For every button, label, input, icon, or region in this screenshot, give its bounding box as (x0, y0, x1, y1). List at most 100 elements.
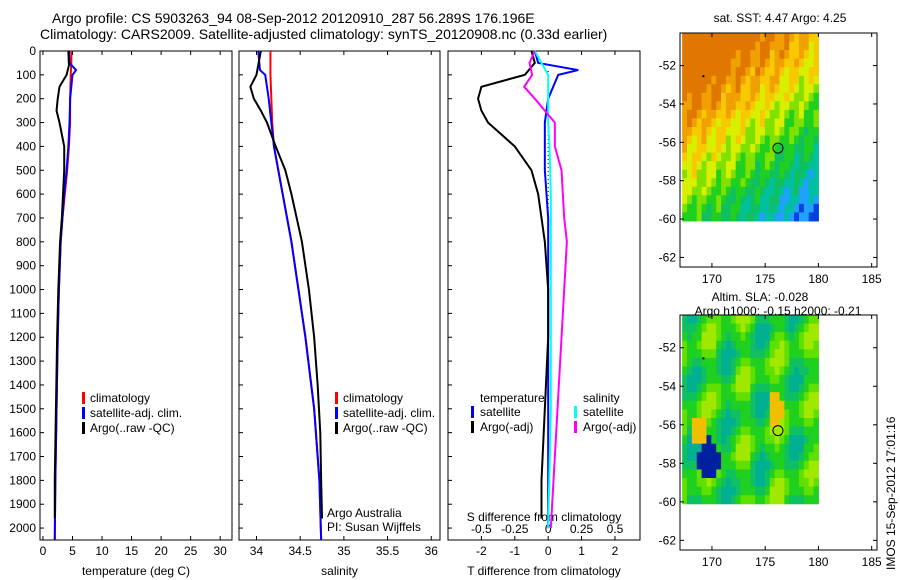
map-title: Altim. SLA: -0.028 (712, 290, 809, 304)
map-cell (803, 435, 810, 445)
map-cell (721, 118, 727, 128)
map-cell (740, 315, 746, 325)
map-cell (711, 126, 717, 137)
map-cell (701, 161, 707, 171)
map-cell (779, 126, 785, 137)
map-cell (779, 392, 785, 402)
map-cell (711, 469, 717, 479)
map-cell (774, 186, 780, 196)
map-cell (735, 357, 742, 367)
map-cell (701, 486, 707, 496)
map-cell (730, 315, 737, 325)
map-cell (755, 426, 761, 436)
map-cell (779, 332, 785, 342)
map-cell (789, 409, 795, 419)
map-cell (764, 152, 771, 162)
map-cell (701, 203, 707, 213)
map-cell (755, 417, 761, 428)
map-cell (682, 495, 688, 505)
map-cell (784, 340, 790, 350)
map-cell (730, 478, 737, 488)
map-cell (735, 109, 742, 119)
map-cell (769, 315, 776, 325)
map-cell (764, 452, 771, 462)
map-cell (745, 178, 751, 188)
map-cell (803, 417, 810, 428)
map-cell (686, 161, 693, 171)
map-cell (764, 375, 771, 385)
map-cell (745, 469, 751, 479)
map-cell (730, 118, 737, 128)
map-cell (682, 212, 688, 222)
map-cell (725, 443, 732, 453)
map-cell (808, 186, 815, 196)
map-cell (706, 144, 712, 154)
map-cell (750, 169, 756, 179)
map-cell (760, 340, 766, 350)
map-cell (808, 152, 815, 162)
map-cell (774, 50, 780, 60)
map-cell (686, 340, 693, 350)
map-cell (696, 495, 703, 505)
map-cell (740, 460, 746, 470)
map-cell (691, 186, 698, 196)
map-cell (750, 392, 756, 402)
map-cell (696, 435, 703, 445)
map-cell (721, 178, 727, 188)
map-cell (725, 186, 732, 196)
map-cell (735, 443, 742, 453)
map-cell (745, 75, 751, 85)
map-cell (779, 144, 785, 154)
map-cell (794, 478, 800, 488)
map-cell (784, 212, 790, 222)
map-cell (769, 323, 776, 333)
map-cell (701, 152, 707, 162)
map-cell (760, 152, 766, 162)
map-cell (808, 101, 815, 111)
map-cell (706, 195, 712, 205)
map-cell (764, 340, 771, 350)
map-cell (789, 161, 795, 171)
legend-label: satellite (480, 405, 521, 419)
map-cell (774, 178, 780, 188)
map-cell (735, 33, 742, 43)
map-cell (813, 332, 819, 342)
map-cell (725, 400, 732, 410)
map-cell (706, 178, 712, 188)
map-cell (696, 315, 703, 325)
map-cell (691, 417, 698, 428)
map-cell (745, 152, 751, 162)
map-cell (682, 126, 688, 137)
map-cell (691, 315, 698, 325)
map-cell (755, 203, 761, 213)
map-cell (706, 375, 712, 385)
map-cell (706, 58, 712, 68)
map-cell (750, 400, 756, 410)
map-cell (711, 452, 717, 462)
map-cell (769, 109, 776, 119)
map-cell (701, 50, 707, 60)
map-cell (750, 383, 756, 393)
map-cell (794, 195, 800, 205)
map-cell (711, 400, 717, 410)
map-cell (716, 495, 722, 505)
map-cell (769, 178, 776, 188)
map-cell (745, 67, 751, 77)
map-cell (721, 392, 727, 402)
map-cell (745, 212, 751, 222)
map-cell (808, 195, 815, 205)
map-cell (794, 443, 800, 453)
map-cell (808, 495, 815, 505)
map-cell (711, 92, 717, 102)
map-cell (798, 195, 805, 205)
map-cell (725, 152, 732, 162)
map-cell (755, 144, 761, 154)
map-cell (716, 452, 722, 462)
map-cell (779, 84, 785, 94)
map-cell (721, 478, 727, 488)
map-cell (794, 126, 800, 137)
map-cell (794, 357, 800, 367)
map-cell (774, 84, 780, 94)
map-cell (789, 195, 795, 205)
